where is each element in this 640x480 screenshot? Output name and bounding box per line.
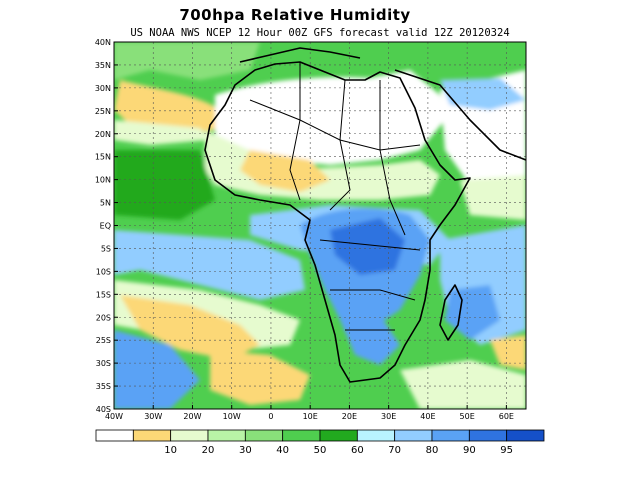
lon-tick-label: 30E [381,412,396,421]
lon-tick-label: 20W [183,412,201,421]
field-indian-south [400,360,526,409]
lat-tick-label: 5N [100,199,111,208]
field-madagascar [445,285,500,340]
colorbar-swatch [244,429,284,442]
colorbar-label: 90 [463,445,476,456]
colorbar-swatch [319,429,358,442]
lat-tick-label: 5S [101,244,111,253]
colorbar-labels: 10 20 30 40 50 60 70 80 90 95 [164,445,513,456]
lat-tick-label: EQ [100,222,111,231]
borders [249,62,421,331]
lon-tick-label: 40E [420,412,435,421]
field-south-atlantic-dry [120,295,260,360]
lat-tick-label: 20N [95,130,111,139]
field-sahel-dry [240,150,330,192]
lon-tick-label: 60E [499,412,514,421]
lon-tick-label: 10E [303,412,318,421]
field-congo-core [330,218,405,275]
lat-tick-label: 25S [96,336,111,345]
field-southwest [114,330,200,409]
lat-tick-label: 30S [96,359,111,368]
field-atlantic-pale [114,120,210,145]
colorbar-swatch [431,429,470,442]
lat-tick-label: 30N [95,84,111,93]
humidity-field [114,42,526,409]
map-subtitle: US NOAA NWS NCEP 12 Hour 00Z GFS forecas… [130,27,510,39]
field-canary-dry [114,80,220,135]
lat-tick-label: 25N [95,107,111,116]
colorbar-label: 50 [314,445,327,456]
lon-tick-label: 20E [342,412,357,421]
colorbar-label: 80 [426,445,439,456]
field-sahara [215,70,445,165]
field-indian-dry [490,335,526,370]
colorbar-label: 30 [239,445,252,456]
lon-tick-label: 10W [223,412,241,421]
colorbar-swatch [394,429,433,442]
colorbar-swatch [170,429,209,442]
lat-tick-label: 10S [96,267,111,276]
lat-tick-label: 40S [96,405,111,414]
colorbar-label: 20 [202,445,215,456]
lat-tick-label: 15S [96,290,111,299]
colorbar-label: 10 [164,445,177,456]
lon-tick-label: 30W [144,412,162,421]
colorbar-label: 70 [388,445,401,456]
graticule [114,42,526,409]
lat-tick-label: 20S [96,313,111,322]
field-south-dry [210,350,310,405]
lat-tick-label: 35N [95,61,111,70]
colorbar-swatch [468,429,508,442]
colorbar-swatch [207,429,246,442]
coastline [204,47,526,383]
colorbar-swatch [95,429,134,442]
colorbar-swatch [282,429,321,442]
africa-coast [204,61,471,383]
colorbar-swatch [356,429,396,442]
field-arabia-moist [440,78,526,110]
mediterranean-coast [239,47,361,63]
colorbar-swatch [132,429,172,442]
lon-tick-label: 0 [268,412,273,421]
madagascar-coast [439,284,463,341]
map-title: 700hpa Relative Humidity [179,6,411,24]
lat-tick-label: 10N [95,176,111,185]
lat-tick-label: 35S [96,382,111,391]
field-indian-north [460,175,526,220]
colorbar [95,429,545,442]
colorbar-label: 95 [500,445,513,456]
lon-tick-label: 40W [105,412,123,421]
latitude-labels: 40N 35N 30N 25N 20N 15N 10N 5N EQ 5S 10S 15S 20S 25S 3… [95,38,118,414]
colorbar-label: 60 [351,445,364,456]
lat-tick-label: 15N [95,153,111,162]
colorbar-swatch [506,429,545,442]
lat-tick-label: 40N [95,38,111,47]
arabia-coast [394,69,526,161]
field-south-atlantic-light [114,230,305,300]
lon-tick-label: 50E [460,412,475,421]
longitude-labels: 40W 30W 20W 10W 0 10E 20E 30E 40E 50E 60E [105,405,514,421]
field-north-atlantic [114,42,260,80]
colorbar-label: 40 [276,445,289,456]
